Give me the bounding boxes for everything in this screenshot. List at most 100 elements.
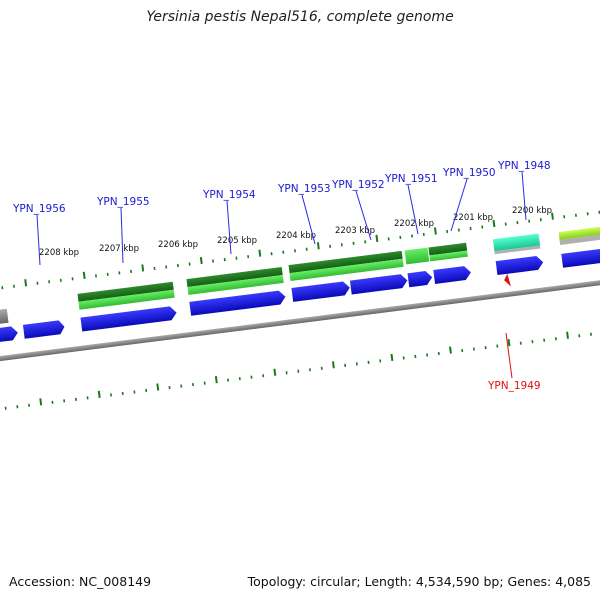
- minor-tick: [531, 340, 534, 344]
- cds-arrow: [291, 281, 350, 302]
- minor-tick: [270, 252, 273, 256]
- minor-tick: [106, 272, 109, 276]
- gene-label-ypn-1950: YPN_1950: [442, 167, 496, 179]
- gene-label-ypn-1948: YPN_1948: [497, 160, 551, 172]
- major-tick: [375, 234, 379, 242]
- orf-segment: [186, 267, 283, 287]
- minor-tick: [51, 400, 54, 404]
- leader-line: [521, 171, 527, 221]
- kbp-scale-labels: 2208 kbp 2207 kbp 2206 kbp 2205 kbp 2204…: [39, 206, 552, 258]
- minor-tick: [387, 237, 390, 241]
- gene-labels: YPN_1956 YPN_1955 YPN_1954 YPN_1953 YPN_…: [12, 160, 551, 392]
- minor-tick: [586, 212, 589, 216]
- gene-leader-lines: [36, 171, 527, 266]
- minor-tick: [16, 405, 19, 409]
- minor-tick: [472, 347, 475, 351]
- genome-backbone: [0, 275, 600, 366]
- leader-line: [36, 214, 41, 266]
- major-tick: [390, 353, 394, 362]
- major-tick: [331, 361, 335, 369]
- minor-tick: [235, 256, 238, 260]
- minor-tick: [227, 378, 230, 382]
- major-tick: [273, 368, 277, 376]
- inner-tick-ring: [4, 331, 592, 410]
- minor-tick: [402, 356, 405, 360]
- minor-tick: [223, 258, 226, 262]
- reverse-gene-arrow: [504, 273, 511, 287]
- orf-segment: [288, 250, 403, 274]
- major-tick: [199, 256, 203, 265]
- cds-arrow: [189, 290, 286, 316]
- major-tick: [507, 339, 511, 347]
- minor-tick: [355, 362, 358, 366]
- minor-tick: [238, 377, 241, 381]
- leader-line-red: [505, 332, 513, 379]
- major-tick: [141, 264, 145, 272]
- minor-tick: [36, 281, 39, 285]
- outer-tick-ring: [1, 210, 600, 290]
- orf-segment: [78, 289, 175, 310]
- minor-tick: [344, 363, 347, 367]
- orf-segment: [77, 281, 174, 302]
- minor-tick: [590, 332, 592, 336]
- orf-segment: [404, 247, 430, 265]
- orf-segment: [289, 258, 404, 282]
- minor-tick: [28, 403, 31, 407]
- minor-tick: [399, 235, 402, 240]
- minor-tick: [71, 277, 74, 281]
- minor-tick: [180, 384, 183, 388]
- cds-arrow: [0, 326, 18, 347]
- minor-tick: [469, 226, 472, 231]
- gene-label-ypn-1955: YPN_1955: [96, 196, 150, 208]
- minor-tick: [422, 232, 425, 237]
- minor-tick: [13, 284, 16, 288]
- cds-arrow: [561, 246, 600, 268]
- minor-tick: [285, 371, 288, 375]
- kbp-label: 2207 kbp: [99, 244, 139, 254]
- kbp-label: 2202 kbp: [394, 219, 434, 229]
- minor-tick: [86, 396, 89, 400]
- cds-arrow: [407, 271, 433, 288]
- minor-tick: [297, 369, 300, 373]
- leader-line: [120, 207, 124, 264]
- major-tick: [449, 346, 452, 354]
- gene-label-ypn-1949: YPN_1949: [487, 380, 541, 392]
- orf-segment: [429, 250, 468, 262]
- orf-segment: [492, 233, 541, 252]
- kbp-label: 2205 kbp: [217, 236, 257, 246]
- minor-tick: [176, 263, 179, 268]
- leader-line: [355, 190, 372, 241]
- major-tick: [433, 227, 437, 235]
- orf-segment: [428, 242, 468, 256]
- gene-label-ypn-1953: YPN_1953: [277, 183, 331, 195]
- minor-tick: [516, 221, 519, 225]
- minor-tick: [250, 375, 253, 379]
- orf-segment: [558, 224, 600, 240]
- genome-summary: Topology: circular; Length: 4,534,590 bp…: [247, 574, 591, 589]
- minor-tick: [528, 219, 531, 223]
- gene-label-ypn-1952: YPN_1952: [331, 179, 385, 191]
- minor-tick: [63, 399, 66, 403]
- major-tick: [492, 219, 496, 228]
- minor-tick: [504, 222, 507, 226]
- minor-tick: [329, 244, 332, 248]
- minor-tick: [461, 348, 464, 353]
- minor-tick: [364, 240, 367, 244]
- kbp-label: 2208 kbp: [39, 248, 79, 258]
- minor-tick: [203, 381, 206, 385]
- minor-tick: [121, 391, 124, 396]
- major-tick: [156, 383, 160, 391]
- minor-tick: [48, 280, 51, 284]
- minor-tick: [484, 346, 487, 350]
- minor-tick: [414, 354, 417, 359]
- kbp-label: 2203 kbp: [335, 226, 375, 236]
- minor-tick: [168, 385, 171, 390]
- minor-tick: [130, 269, 133, 274]
- minor-tick: [543, 338, 546, 342]
- minor-tick: [519, 341, 522, 345]
- kbp-label: 2200 kbp: [512, 206, 552, 216]
- minor-tick: [145, 388, 148, 393]
- orf-segment: [187, 274, 284, 295]
- minor-tick: [4, 406, 7, 410]
